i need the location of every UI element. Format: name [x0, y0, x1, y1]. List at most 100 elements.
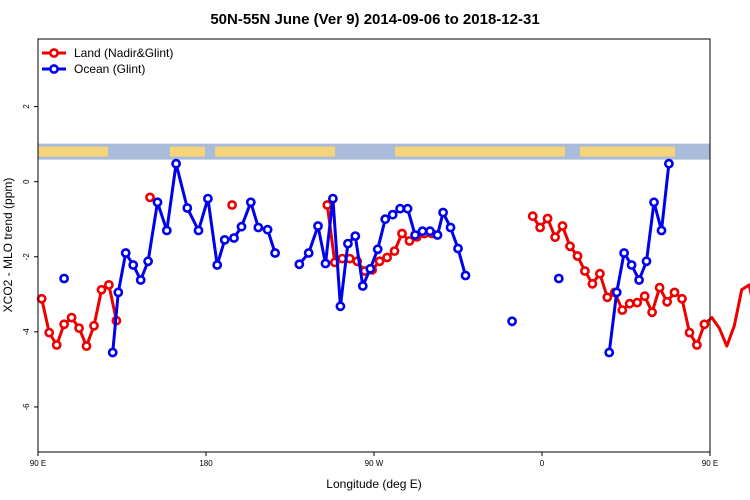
- x-tick-label: 90 E: [702, 459, 718, 468]
- data-point: [128, 260, 139, 270]
- data-point: [171, 158, 181, 169]
- data-point: [145, 192, 155, 203]
- data-point: [51, 340, 62, 350]
- data-point: [104, 279, 114, 290]
- x-tick-label: 0: [540, 459, 545, 468]
- data-point: [236, 221, 247, 232]
- data-point: [595, 268, 605, 279]
- data-point: [372, 244, 383, 255]
- data-point: [357, 281, 368, 291]
- legend-item: Land (Nadir&Glint): [42, 46, 173, 60]
- data-point: [382, 252, 392, 263]
- data-point: [229, 233, 239, 243]
- data-point: [96, 284, 107, 295]
- data-point: [202, 193, 213, 204]
- y-tick-label: 2: [22, 104, 31, 109]
- y-axis: 2 0 -2 -4 -6: [22, 104, 38, 411]
- data-point: [656, 225, 667, 236]
- data-point: [253, 222, 264, 233]
- data-point: [557, 221, 568, 231]
- data-point: [74, 323, 84, 333]
- land-band: [170, 146, 205, 157]
- data-point: [89, 320, 99, 331]
- data-point: [634, 275, 644, 285]
- y-tick-label: -4: [22, 328, 31, 336]
- data-point: [59, 319, 69, 330]
- data-point: [507, 316, 517, 327]
- data-point: [624, 298, 635, 309]
- data-point: [36, 293, 47, 304]
- data-point: [113, 287, 124, 298]
- x-axis: 90 E 180 90 W 0 90 E: [30, 452, 718, 468]
- data-point: [617, 305, 628, 315]
- data-point: [453, 243, 463, 254]
- data-point: [365, 263, 376, 274]
- series-ocean: [59, 158, 674, 358]
- legend-item: Ocean (Glint): [42, 62, 145, 76]
- data-point: [161, 225, 172, 236]
- data-point: [445, 222, 456, 233]
- data-point: [245, 197, 256, 208]
- series-line: [111, 162, 277, 353]
- data-point: [619, 248, 629, 258]
- data-point: [294, 259, 305, 270]
- data-point: [303, 248, 314, 258]
- land-ocean-strip: [38, 143, 710, 160]
- data-point: [262, 224, 273, 235]
- data-point: [320, 258, 331, 269]
- data-point: [460, 270, 471, 281]
- data-point: [542, 213, 553, 224]
- series-line: [40, 283, 118, 348]
- data-point: [66, 312, 77, 323]
- x-axis-label: Longitude (deg E): [326, 477, 421, 491]
- data-point: [662, 296, 672, 307]
- data-point: [135, 275, 146, 285]
- data-point: [374, 256, 385, 267]
- y-tick-label: -2: [22, 253, 31, 261]
- data-point: [380, 214, 391, 225]
- legend-marker: [49, 64, 59, 74]
- data-point: [143, 256, 153, 267]
- data-point: [227, 200, 237, 210]
- data-point: [632, 297, 643, 308]
- y-tick-label: 0: [22, 179, 31, 184]
- land-band: [38, 146, 108, 157]
- data-point: [44, 327, 55, 338]
- data-point: [611, 287, 622, 298]
- data-point: [350, 231, 361, 241]
- data-point: [677, 293, 687, 304]
- data-point: [270, 248, 280, 258]
- plot-frame: [37, 38, 711, 453]
- data-point: [432, 230, 443, 240]
- chart-title: 50N-55N June (Ver 9) 2014-09-06 to 2018-…: [210, 11, 539, 28]
- data-point: [389, 246, 400, 256]
- data-point: [692, 340, 702, 350]
- data-point: [404, 236, 415, 246]
- data-point: [425, 226, 435, 237]
- legend-marker: [49, 48, 59, 58]
- data-point: [335, 301, 346, 312]
- data-point: [152, 197, 163, 208]
- data-point: [410, 230, 420, 240]
- data-point: [649, 197, 659, 208]
- data-point: [626, 260, 637, 270]
- data-point: [397, 228, 407, 239]
- data-point: [572, 251, 583, 261]
- data-point: [699, 319, 710, 330]
- data-point: [107, 347, 118, 358]
- data-point: [553, 273, 564, 284]
- y-axis-label: XCO2 - MLO trend (ppm): [1, 178, 15, 313]
- data-point: [212, 260, 223, 270]
- data-point: [684, 327, 695, 338]
- x-tick-label: 90 W: [365, 459, 384, 468]
- x-tick-label: 90 E: [30, 459, 46, 468]
- data-point: [664, 158, 674, 169]
- data-point: [81, 341, 92, 351]
- data-point: [438, 207, 448, 218]
- legend: Land (Nadir&Glint) Ocean (Glint): [42, 46, 173, 76]
- legend-label: Ocean (Glint): [74, 62, 145, 76]
- data-point: [647, 307, 657, 318]
- data-point: [550, 232, 560, 243]
- data-point: [59, 273, 69, 284]
